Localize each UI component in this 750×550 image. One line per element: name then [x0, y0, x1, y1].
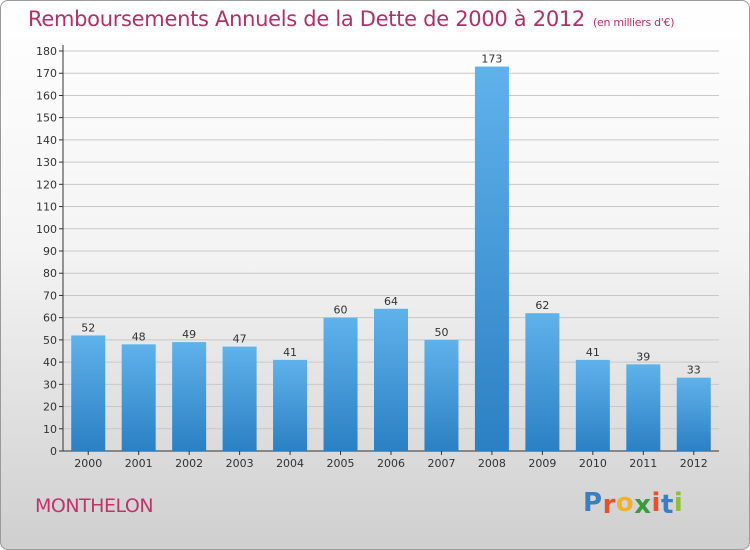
logo-letter: r — [602, 490, 616, 520]
y-tick-label: 30 — [43, 378, 57, 391]
data-label: 52 — [81, 321, 95, 334]
data-label: 47 — [233, 333, 247, 346]
y-tick-label: 60 — [43, 312, 57, 325]
x-tick-label: 2009 — [528, 457, 556, 470]
data-label: 173 — [481, 53, 502, 66]
bar — [676, 377, 711, 451]
x-tick-label: 2007 — [427, 457, 455, 470]
data-label: 41 — [586, 346, 600, 359]
x-tick-label: 2004 — [276, 457, 304, 470]
data-label: 41 — [283, 346, 297, 359]
y-tick-label: 180 — [36, 45, 57, 58]
bar — [273, 359, 308, 451]
data-label: 60 — [334, 304, 348, 317]
bar — [626, 364, 661, 451]
y-tick-label: 170 — [36, 67, 57, 80]
x-tick-label: 2006 — [377, 457, 405, 470]
x-tick-label: 2000 — [74, 457, 102, 470]
logo-letter: i — [651, 488, 661, 518]
x-tick-label: 2003 — [226, 457, 254, 470]
bar — [424, 339, 459, 451]
y-tick-label: 150 — [36, 112, 57, 125]
y-tick-label: 120 — [36, 178, 57, 191]
bar — [525, 313, 560, 451]
logo-letter: x — [634, 490, 652, 520]
y-tick-label: 160 — [36, 89, 57, 102]
logo-letter: P — [583, 488, 603, 518]
x-tick-label: 2002 — [175, 457, 203, 470]
bar — [121, 344, 156, 451]
city-name: MONTHELON — [35, 495, 154, 517]
chart-unit: (en milliers d'€) — [593, 16, 675, 29]
bar — [71, 335, 106, 451]
bar — [222, 346, 257, 451]
y-tick-label: 100 — [36, 223, 57, 236]
logo-letter: o — [615, 488, 635, 518]
bar — [374, 308, 408, 451]
proxiti-logo: Proxiti — [583, 488, 684, 520]
x-tick-label: 2008 — [478, 457, 506, 470]
data-label: 62 — [535, 299, 549, 312]
y-tick-label: 50 — [43, 334, 57, 347]
data-label: 50 — [434, 326, 448, 339]
x-tick-label: 2011 — [629, 457, 657, 470]
bar — [575, 359, 610, 451]
chart-title: Remboursements Annuels de la Dette de 20… — [28, 7, 674, 31]
data-label: 39 — [636, 350, 650, 363]
chart-title-text: Remboursements Annuels de la Dette de 20… — [28, 7, 585, 31]
y-tick-label: 90 — [43, 245, 57, 258]
data-label: 64 — [384, 295, 398, 308]
bar — [323, 317, 358, 451]
logo-letter: t — [660, 490, 674, 520]
data-label: 49 — [182, 328, 196, 341]
x-tick-label: 2012 — [680, 457, 708, 470]
y-tick-label: 40 — [43, 356, 57, 369]
x-tick-label: 2001 — [125, 457, 153, 470]
data-label: 33 — [687, 364, 701, 377]
y-tick-label: 130 — [36, 156, 57, 169]
logo-letter: i — [673, 488, 684, 518]
x-tick-label: 2005 — [327, 457, 355, 470]
y-tick-label: 140 — [36, 134, 57, 147]
y-tick-label: 20 — [43, 401, 57, 414]
y-tick-label: 80 — [43, 267, 57, 280]
x-tick-label: 2010 — [579, 457, 607, 470]
y-tick-label: 110 — [36, 201, 57, 214]
bar — [172, 342, 207, 451]
data-label: 48 — [132, 330, 146, 343]
y-tick-label: 0 — [50, 445, 57, 458]
y-tick-label: 70 — [43, 289, 57, 302]
y-tick-label: 10 — [43, 423, 57, 436]
bar — [474, 66, 509, 452]
